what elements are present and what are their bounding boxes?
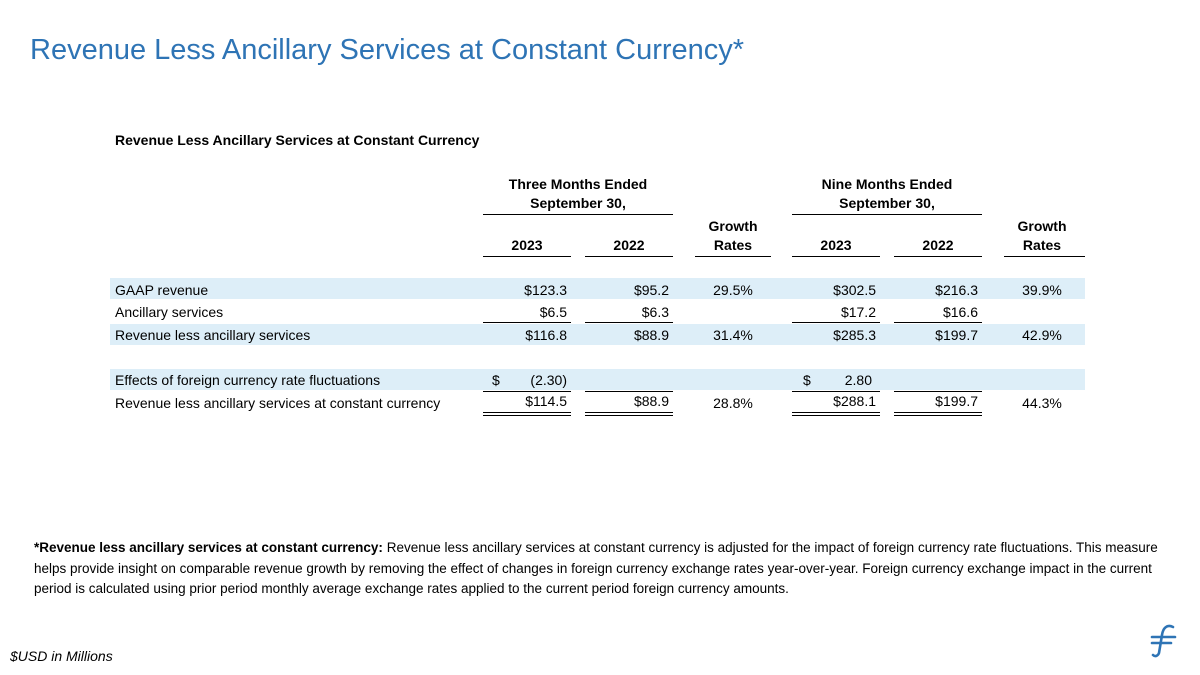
three-months-underline <box>483 214 673 215</box>
cell-q-2023: $116.8 <box>525 327 567 343</box>
cell-ytd-2022: $199.7 <box>935 327 978 343</box>
row-band-gaap <box>110 278 1085 299</box>
cell-q-2023: $114.5 <box>525 393 567 409</box>
q-growth-header-line2: Rates <box>713 237 753 253</box>
cell-ytd-2023: $302.5 <box>833 282 876 298</box>
row-label: Revenue less ancillary services at const… <box>115 395 441 411</box>
header-underline <box>894 256 982 257</box>
ytd-year-2022-header: 2022 <box>922 237 954 253</box>
cell-q-growth: 29.5% <box>713 282 753 298</box>
row-label: Revenue less ancillary services <box>115 327 311 343</box>
ytd-year-2023-header: 2023 <box>820 237 852 253</box>
footnote-text: Revenue less ancillary services at const… <box>34 540 1158 596</box>
nine-months-underline <box>792 214 982 215</box>
three-months-header-line1: Three Months Ended <box>508 176 648 192</box>
cell-ytd-growth: 39.9% <box>1022 282 1062 298</box>
row-label: Effects of foreign currency rate fluctua… <box>115 372 381 388</box>
company-logo-icon <box>1148 622 1178 663</box>
total-double-underline <box>792 412 880 416</box>
cell-ytd-2023: 2.80 <box>844 372 872 388</box>
row-band-fx-effects <box>110 369 1085 390</box>
cell-ytd-2023: $288.1 <box>833 393 876 409</box>
currency-symbol: $ <box>803 372 811 388</box>
three-months-header-line2: September 30, <box>530 195 626 211</box>
q-year-2023-header: 2023 <box>511 237 543 253</box>
nine-months-header-line2: September 30, <box>839 195 935 211</box>
cell-ytd-2022: $199.7 <box>935 393 978 409</box>
subtotal-underline <box>585 322 673 323</box>
subtotal-underline <box>483 322 571 323</box>
header-underline <box>792 256 880 257</box>
slide-title: Revenue Less Ancillary Services at Const… <box>30 34 745 66</box>
header-underline <box>695 256 771 257</box>
cell-ytd-growth: 44.3% <box>1022 395 1062 411</box>
row-label: GAAP revenue <box>115 282 209 298</box>
cell-ytd-2022: $16.6 <box>942 304 978 320</box>
table-title: Revenue Less Ancillary Services at Const… <box>115 132 480 148</box>
cell-q-2023: $123.3 <box>524 282 567 298</box>
header-underline <box>1004 256 1085 257</box>
cell-q-growth: 31.4% <box>713 327 753 343</box>
subtotal-underline <box>792 391 880 392</box>
subtotal-underline <box>894 391 982 392</box>
q-year-2022-header: 2022 <box>613 237 645 253</box>
cell-q-2022: $88.9 <box>633 393 669 409</box>
header-underline <box>585 256 673 257</box>
cell-ytd-2023: $17.2 <box>840 304 876 320</box>
footnote: *Revenue less ancillary services at cons… <box>34 538 1164 600</box>
nine-months-header-line1: Nine Months Ended <box>821 176 953 192</box>
subtotal-underline <box>894 322 982 323</box>
footnote-term: *Revenue less ancillary services at cons… <box>34 540 383 555</box>
cell-q-2023: (2.30) <box>530 372 567 388</box>
total-double-underline <box>585 412 673 416</box>
cell-q-2023: $6.5 <box>539 304 567 320</box>
units-note: $USD in Millions <box>10 648 113 664</box>
subtotal-underline <box>483 391 571 392</box>
cell-q-growth: 28.8% <box>713 395 753 411</box>
cell-q-2022: $95.2 <box>633 282 669 298</box>
cell-ytd-growth: 42.9% <box>1022 327 1062 343</box>
cell-ytd-2022: $216.3 <box>935 282 978 298</box>
total-double-underline <box>483 412 571 416</box>
ytd-growth-header-line2: Rates <box>1022 237 1062 253</box>
currency-symbol: $ <box>492 372 500 388</box>
cell-ytd-2023: $285.3 <box>833 327 876 343</box>
header-underline <box>483 256 571 257</box>
total-double-underline <box>894 412 982 416</box>
row-label: Ancillary services <box>115 304 224 320</box>
row-band-revenue-less <box>110 324 1085 345</box>
subtotal-underline <box>585 391 673 392</box>
cell-q-2022: $88.9 <box>633 327 669 343</box>
cell-q-2022: $6.3 <box>641 304 669 320</box>
ytd-growth-header-line1: Growth <box>1017 218 1067 234</box>
q-growth-header-line1: Growth <box>708 218 758 234</box>
subtotal-underline <box>792 322 880 323</box>
